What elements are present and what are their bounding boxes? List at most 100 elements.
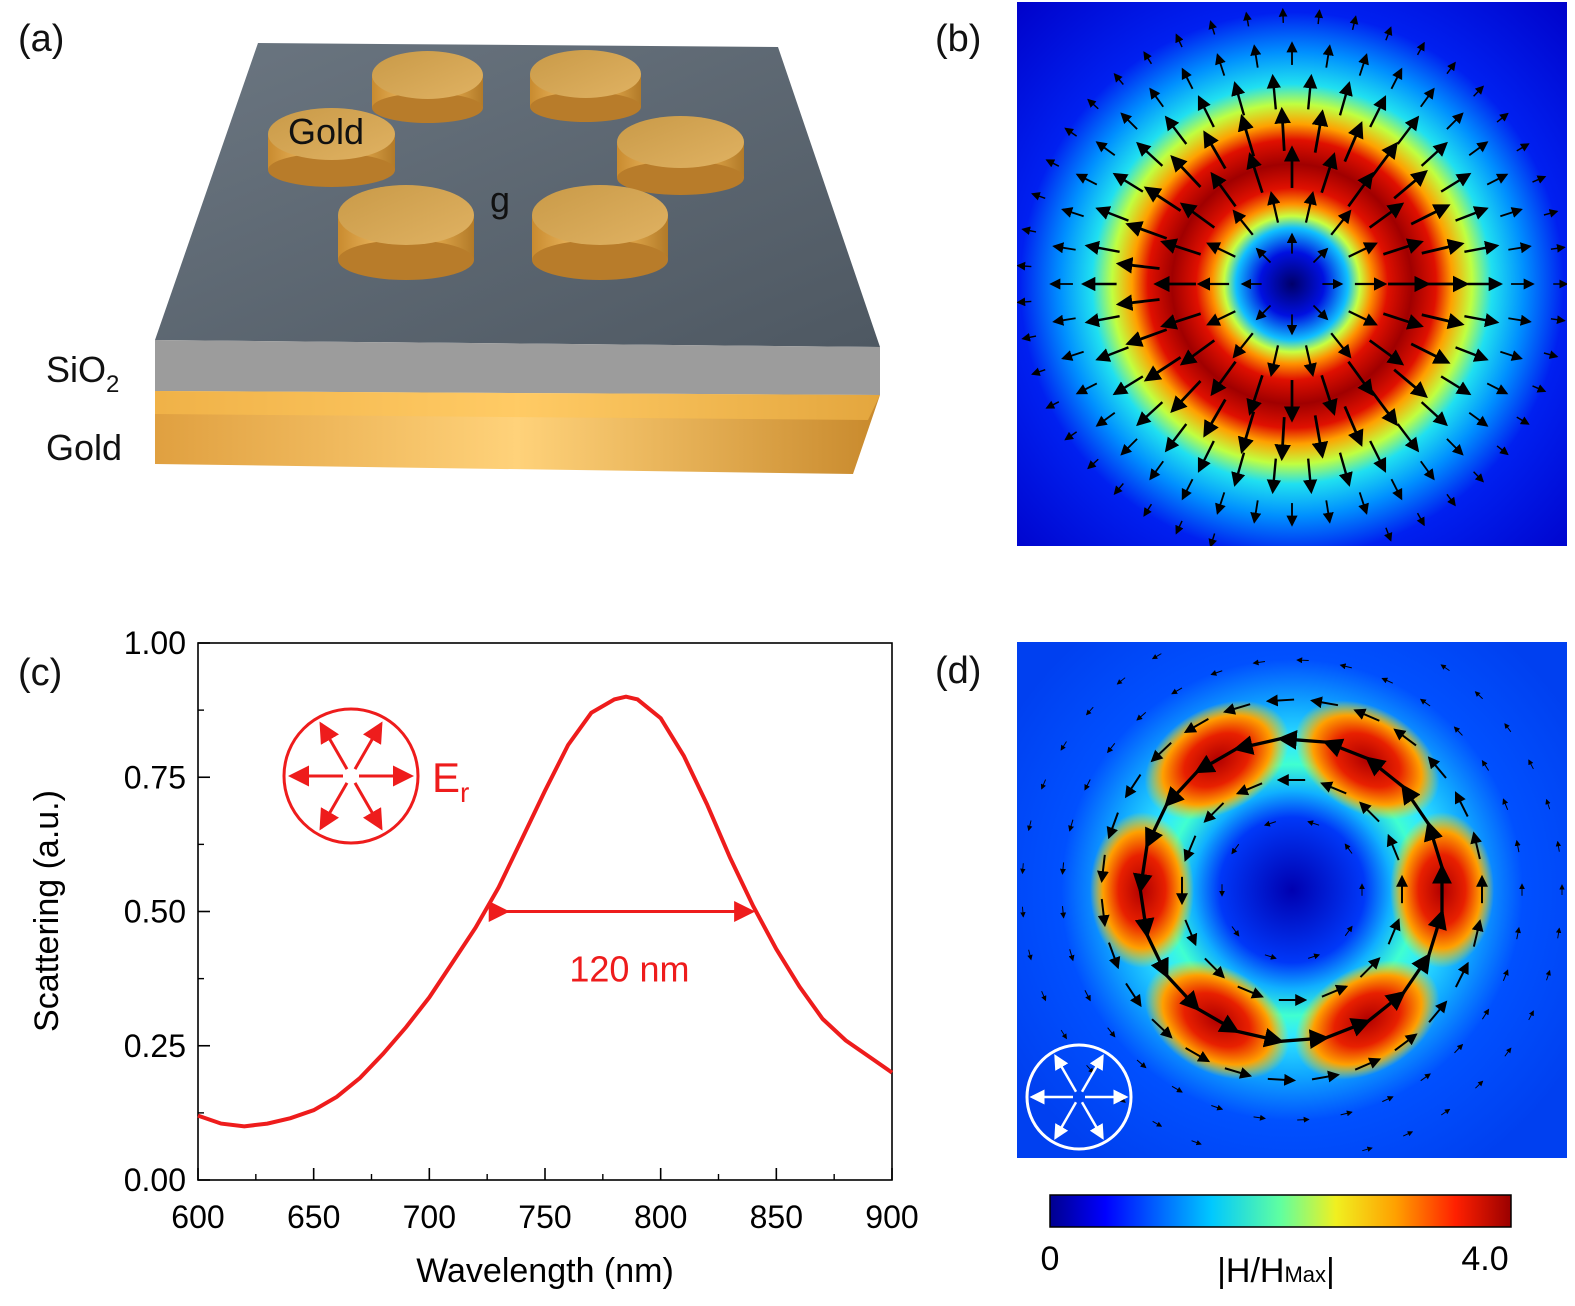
field-arrow (1252, 659, 1266, 666)
field-arrow (1454, 791, 1469, 817)
field-arrow (1136, 401, 1164, 427)
field-arrow (1017, 261, 1032, 271)
field-arrow (1396, 423, 1420, 453)
field-arrow (1475, 1080, 1484, 1089)
field-arrow (1160, 238, 1202, 256)
field-arrow (1468, 141, 1489, 156)
field-arrow (1237, 985, 1264, 999)
field-arrow (1440, 172, 1472, 193)
field-arrow (1165, 974, 1200, 1012)
field-arrow (1106, 812, 1119, 840)
field-arrow (1468, 412, 1489, 427)
field-arrow (1183, 718, 1209, 734)
field-arrow (1255, 304, 1272, 321)
field-arrow (1515, 926, 1521, 940)
panel-b-label: (b) (935, 18, 982, 60)
field-arrow (1096, 854, 1109, 883)
field-arrow (1382, 238, 1424, 256)
field-arrow (1426, 909, 1447, 957)
field-arrow (1421, 313, 1465, 330)
field-arrow (1250, 44, 1262, 68)
field-arrow (1124, 774, 1142, 799)
field-arrow (1396, 115, 1420, 145)
field-arrow (1486, 382, 1509, 395)
y-tick-label: 1.00 (124, 625, 186, 661)
field-arrow (1359, 957, 1381, 978)
field-arrow (1473, 85, 1485, 97)
gold-disk (532, 185, 668, 280)
field-arrow (1143, 356, 1182, 382)
polarization-arrow (1080, 1101, 1104, 1140)
field-arrow (1143, 186, 1182, 212)
field-arrow (1312, 304, 1329, 321)
radial-polarization-icon (282, 707, 420, 845)
field-arrow (1303, 73, 1318, 110)
field-arrow (1181, 478, 1194, 501)
field-arrow (1075, 173, 1098, 186)
field-arrow (1061, 207, 1084, 218)
field-arrow (1164, 423, 1188, 453)
field-arrow (1369, 95, 1387, 128)
field-arrow (1440, 1108, 1451, 1116)
field-arrow (1255, 247, 1272, 264)
field-arrow (1222, 703, 1251, 715)
field-arrow (1136, 141, 1164, 167)
field-arrow (1427, 756, 1447, 779)
field-arrow (1516, 416, 1530, 425)
field-arrow (1324, 1018, 1372, 1040)
field-arrow (1041, 991, 1047, 1002)
field-arrow (1496, 112, 1509, 123)
field-arrow (1446, 61, 1456, 75)
field-arrow (1246, 152, 1264, 194)
field-arrow (1532, 175, 1547, 184)
field-arrow (1224, 1067, 1253, 1079)
field-arrow (1420, 87, 1435, 108)
field-arrow (1243, 11, 1252, 27)
field-arrow (1231, 926, 1240, 937)
field-arrow (1134, 889, 1155, 939)
field-arrow (1095, 346, 1129, 362)
panel-d-label: (d) (935, 650, 982, 692)
field-arrow (1027, 820, 1033, 832)
field-arrow (1060, 1029, 1067, 1040)
field-arrow (1390, 67, 1403, 90)
field-arrow (1274, 106, 1291, 151)
fwhm-label: 120 nm (569, 949, 689, 990)
field-arrow (1075, 382, 1098, 395)
field-arrow (1145, 933, 1169, 979)
field-arrow (1310, 696, 1339, 709)
field-arrow (1194, 747, 1238, 774)
field-arrow (1340, 1110, 1353, 1117)
field-arrow (1394, 1033, 1418, 1052)
field-arrow (1307, 953, 1321, 960)
field-arrow (1508, 314, 1532, 326)
field-arrow (1232, 735, 1282, 755)
field-arrow (1125, 328, 1168, 347)
field-arrow (1470, 831, 1482, 860)
field-arrow (1175, 33, 1184, 48)
field-arrow (1338, 452, 1353, 487)
field-arrow (1555, 927, 1562, 939)
field-arrow (1274, 417, 1291, 462)
field-arrow (1112, 172, 1144, 193)
scattering-curve (197, 694, 894, 1129)
field-arrow (1027, 949, 1033, 961)
field-arrow (1020, 906, 1026, 918)
field-arrow (1232, 332, 1254, 359)
gold-disk-label: Gold (288, 111, 364, 152)
field-arrow (1045, 400, 1060, 409)
field-arrow (1087, 458, 1099, 470)
field-arrow (1237, 114, 1256, 157)
field-arrow (1303, 345, 1317, 377)
field-arrow (1060, 906, 1067, 919)
field-arrow (1267, 191, 1281, 223)
field-arrow (1267, 345, 1281, 377)
field-arrow (1115, 294, 1160, 311)
field-arrow (1420, 460, 1435, 481)
field-arrow (1143, 503, 1153, 517)
field-arrow (1390, 478, 1403, 501)
field-arrow (1311, 415, 1329, 459)
field-arrow (1020, 863, 1026, 875)
field-arrow (1136, 712, 1147, 721)
field-arrow (1504, 1047, 1512, 1057)
